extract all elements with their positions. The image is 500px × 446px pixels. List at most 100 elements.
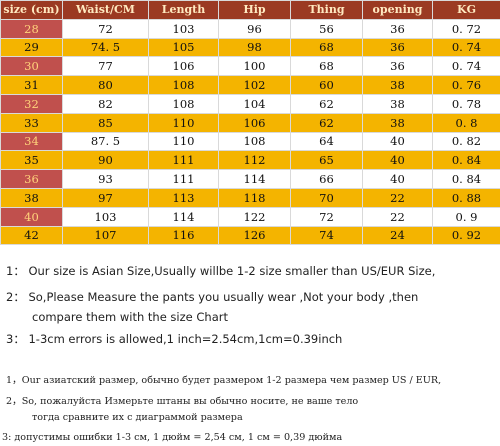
- table-cell: 38: [0, 187, 63, 208]
- table-cell: 22: [362, 206, 433, 227]
- table-cell: 38: [362, 93, 433, 114]
- table-cell: 64: [290, 131, 363, 152]
- note-line: тогда сравните их с диаграммой размера: [32, 412, 243, 423]
- table-cell: 36: [362, 18, 433, 39]
- table-cell: 65: [290, 150, 363, 171]
- note-line: 2，So, пожалуйста Измерьте штаны вы обычн…: [6, 396, 359, 407]
- table-cell: 0. 8: [432, 112, 500, 133]
- table-cell: 104: [218, 93, 291, 114]
- note-line: 3： 1-3cm errors is allowed,1 inch=2.54cm…: [6, 332, 343, 346]
- table-row: 38 97 113 118 70 22 0. 88: [0, 187, 500, 208]
- table-cell: 0. 78: [432, 93, 500, 114]
- table-cell: 38: [362, 75, 433, 95]
- table-cell: 102: [218, 75, 291, 95]
- table-cell: 28: [0, 18, 63, 39]
- table-cell: 29: [0, 37, 63, 58]
- table-cell: 22: [362, 187, 433, 208]
- table-cell: 114: [148, 206, 219, 227]
- table-cell: 100: [218, 56, 291, 77]
- header-cell: Hip: [218, 0, 291, 20]
- table-cell: 68: [290, 56, 363, 77]
- table-cell: 112: [218, 150, 291, 171]
- table-cell: 107: [62, 225, 149, 246]
- table-cell: 105: [148, 37, 219, 58]
- table-cell: 24: [362, 225, 433, 246]
- table-cell: 111: [148, 150, 219, 171]
- table-row: 40 103 114 122 72 22 0. 9: [0, 206, 500, 227]
- size-table: size (cm) Waist/CM Length Hip Thing opening KG…: [0, 0, 500, 246]
- table-cell: 111: [148, 169, 219, 189]
- table-cell: 0. 88: [432, 187, 500, 208]
- table-cell: 126: [218, 225, 291, 246]
- table-cell: 108: [218, 131, 291, 152]
- table-cell: 32: [0, 93, 63, 114]
- table-cell: 56: [290, 18, 363, 39]
- table-row: 29 74. 5 105 98 68 36 0. 74: [0, 37, 500, 58]
- table-cell: 66: [290, 169, 363, 189]
- table-cell: 42: [0, 225, 63, 246]
- table-row: 35 90 111 112 65 40 0. 84: [0, 150, 500, 171]
- table-cell: 97: [62, 187, 149, 208]
- table-cell: 35: [0, 150, 63, 171]
- table-cell: 106: [218, 112, 291, 133]
- table-row: 34 87. 5 110 108 64 40 0. 82: [0, 131, 500, 152]
- table-row: 42 107 116 126 74 24 0. 92: [0, 225, 500, 246]
- table-cell: 0. 84: [432, 169, 500, 189]
- table-cell: 103: [148, 18, 219, 39]
- table-row: 30 77 106 100 68 36 0. 74: [0, 56, 500, 77]
- table-cell: 114: [218, 169, 291, 189]
- note-line: 3: допустимы ошибки 1-3 см, 1 дюйм = 2,5…: [2, 432, 343, 443]
- table-cell: 110: [148, 112, 219, 133]
- table-cell: 72: [290, 206, 363, 227]
- table-cell: 108: [148, 75, 219, 95]
- table-cell: 40: [362, 169, 433, 189]
- table-cell: 82: [62, 93, 149, 114]
- table-cell: 70: [290, 187, 363, 208]
- table-row: 33 85 110 106 62 38 0. 8: [0, 112, 500, 133]
- table-cell: 74. 5: [62, 37, 149, 58]
- header-cell: Thing: [290, 0, 363, 20]
- table-cell: 0. 92: [432, 225, 500, 246]
- table-cell: 108: [148, 93, 219, 114]
- table-cell: 90: [62, 150, 149, 171]
- table-cell: 0. 72: [432, 18, 500, 39]
- table-cell: 96: [218, 18, 291, 39]
- table-cell: 113: [148, 187, 219, 208]
- table-cell: 110: [148, 131, 219, 152]
- table-cell: 0. 82: [432, 131, 500, 152]
- table-cell: 0. 76: [432, 75, 500, 95]
- table-row: 31 80 108 102 60 38 0. 76: [0, 75, 500, 95]
- table-cell: 122: [218, 206, 291, 227]
- table-cell: 77: [62, 56, 149, 77]
- table-cell: 93: [62, 169, 149, 189]
- header-cell: opening: [362, 0, 433, 20]
- header-cell: size (cm): [0, 0, 63, 20]
- table-cell: 62: [290, 93, 363, 114]
- table-cell: 0. 9: [432, 206, 500, 227]
- note-line: 2： So,Please Measure the pants you usual…: [6, 290, 419, 304]
- table-cell: 74: [290, 225, 363, 246]
- table-cell: 72: [62, 18, 149, 39]
- table-cell: 85: [62, 112, 149, 133]
- note-line: 1，Our азиатский размер, обычно будет раз…: [6, 375, 442, 386]
- table-cell: 0. 84: [432, 150, 500, 171]
- note-line: 1： Our size is Asian Size,Usually willbe…: [6, 264, 436, 278]
- header-cell: Waist/CM: [62, 0, 149, 20]
- table-cell: 31: [0, 75, 63, 95]
- table-cell: 40: [0, 206, 63, 227]
- table-cell: 98: [218, 37, 291, 58]
- table-cell: 118: [218, 187, 291, 208]
- table-row: 32 82 108 104 62 38 0. 78: [0, 93, 500, 114]
- table-cell: 36: [362, 37, 433, 58]
- table-cell: 103: [62, 206, 149, 227]
- table-cell: 33: [0, 112, 63, 133]
- table-cell: 87. 5: [62, 131, 149, 152]
- table-cell: 36: [362, 56, 433, 77]
- table-cell: 106: [148, 56, 219, 77]
- table-cell: 38: [362, 112, 433, 133]
- table-cell: 34: [0, 131, 63, 152]
- header-row: size (cm) Waist/CM Length Hip Thing opening KG: [0, 0, 500, 20]
- table-cell: 60: [290, 75, 363, 95]
- table-row: 28 72 103 96 56 36 0. 72: [0, 18, 500, 39]
